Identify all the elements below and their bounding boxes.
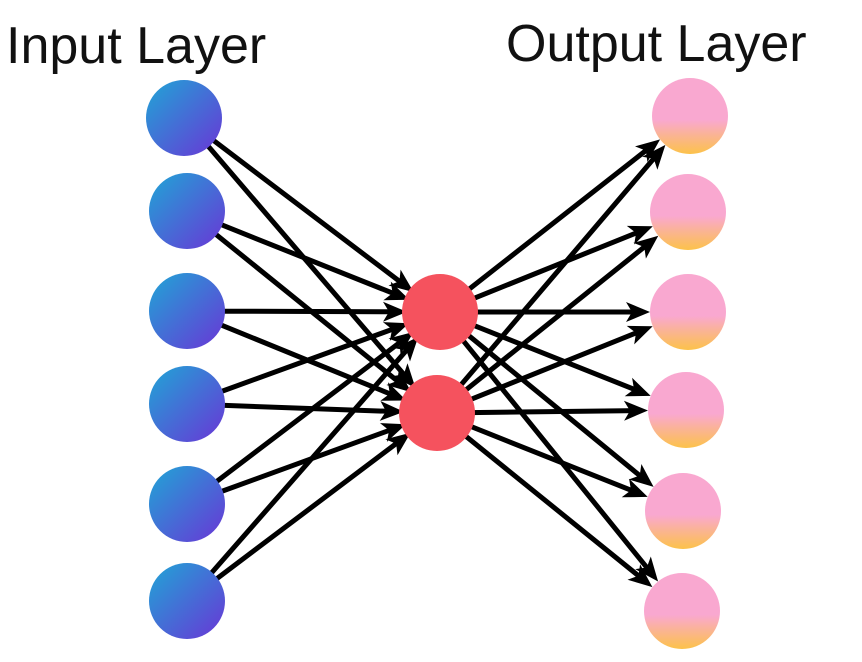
edge-hidden-1-to-output-3: [470, 302, 650, 322]
input-node-3: [149, 273, 225, 349]
output-node-1: [652, 78, 728, 154]
edge-hidden-2-to-output-1: [455, 144, 666, 391]
output-node-4: [648, 372, 724, 448]
input-node-1: [146, 80, 222, 156]
edge-input-4-to-hidden-2: [222, 401, 404, 421]
edge-input-6-to-hidden-2: [214, 432, 411, 581]
edge-input-1-to-hidden-2: [206, 144, 416, 388]
output-layer-title: Output Layer: [506, 15, 807, 73]
edge-hidden-1-to-output-5: [463, 330, 654, 487]
edge-input-6-to-hidden-1: [209, 336, 419, 575]
input-node-2: [149, 173, 225, 249]
output-node-5: [645, 473, 721, 549]
connection-edges: [206, 138, 666, 588]
edge-hidden-1-to-output-1: [463, 139, 661, 295]
edge-hidden-2-to-output-4: [467, 400, 648, 421]
hidden-node-1: [402, 274, 478, 350]
edge-hidden-2-to-output-3: [465, 325, 653, 404]
layer-nodes: [146, 78, 728, 649]
output-node-3: [650, 274, 726, 350]
input-layer-title: Input Layer: [6, 17, 267, 75]
edge-input-2-to-hidden-1: [219, 222, 410, 301]
edge-hidden-1-to-output-2: [468, 225, 653, 303]
input-node-6: [149, 563, 225, 639]
edge-input-3-to-hidden-1: [222, 301, 407, 322]
edge-input-5-to-hidden-1: [214, 331, 414, 484]
edge-input-4-to-hidden-1: [220, 322, 409, 394]
edge-hidden-1-to-output-4: [468, 321, 651, 397]
edge-hidden-1-to-output-6: [458, 335, 659, 582]
hidden-node-2: [399, 375, 475, 451]
output-node-6: [644, 573, 720, 649]
edge-hidden-2-to-output-2: [460, 235, 659, 395]
input-node-4: [149, 366, 225, 442]
edge-hidden-2-to-output-5: [465, 422, 648, 498]
output-node-2: [650, 174, 726, 250]
edge-hidden-2-to-output-6: [460, 431, 653, 588]
input-node-5: [149, 466, 225, 542]
